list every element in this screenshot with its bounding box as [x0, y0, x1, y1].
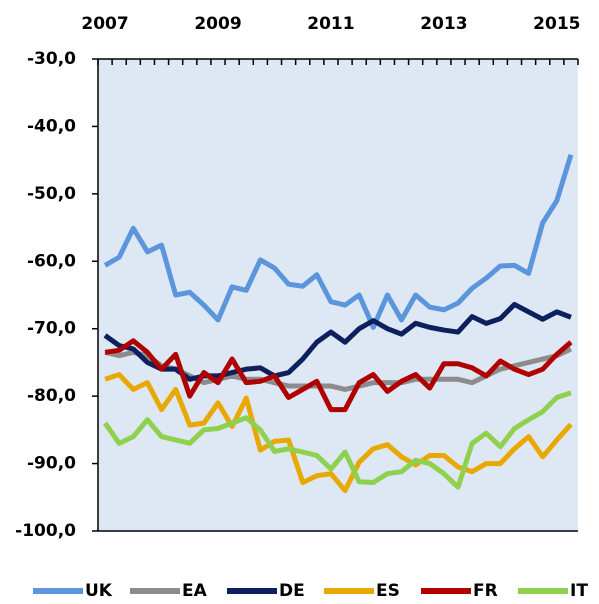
x-tick-label: 2011: [307, 14, 354, 34]
series-line: [104, 372, 573, 494]
legend-label: UK: [85, 581, 113, 601]
x-tick-label: 2015: [533, 14, 580, 34]
y-tick-label: -30,0: [27, 49, 76, 69]
series-line: [103, 390, 572, 490]
y-tick-label: -90,0: [27, 454, 76, 474]
y-tick-label: -100,0: [15, 521, 76, 541]
y-tick-label: -80,0: [27, 386, 76, 406]
y-tick-label: -50,0: [27, 184, 76, 204]
y-tick-label: -40,0: [27, 116, 76, 136]
legend-label: ES: [376, 581, 400, 601]
y-tick-label: -60,0: [27, 251, 76, 271]
series-line: [103, 154, 574, 330]
x-tick-label: 2009: [194, 14, 241, 34]
y-tick-label: -70,0: [27, 319, 76, 339]
x-tick-label: 2013: [420, 14, 467, 34]
legend-label: FR: [473, 581, 498, 601]
series-line: [104, 338, 573, 413]
legend-label: IT: [570, 581, 588, 601]
x-tick-label: 2007: [81, 14, 128, 34]
legend-label: DE: [279, 581, 305, 601]
legend-label: EA: [182, 581, 208, 601]
